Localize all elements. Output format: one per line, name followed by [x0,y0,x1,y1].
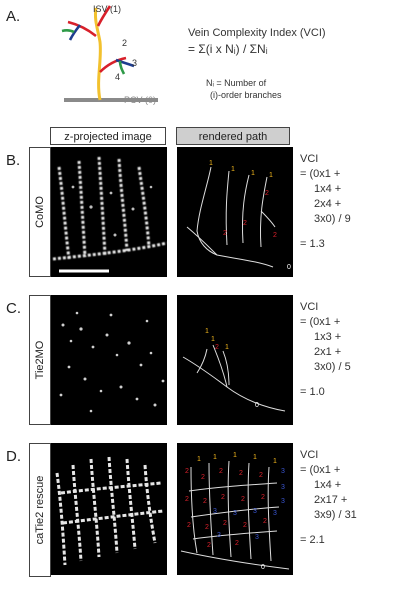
isv-line [94,7,102,101]
condition-text: CoMO [34,196,46,228]
order-mark: 1 [233,452,237,459]
order-mark: 0 [261,564,265,571]
order-mark: 3 [273,510,277,517]
order-mark: 2 [235,540,239,547]
pcv-label: PCV (0) [124,95,157,105]
order-mark: 2 [221,494,225,501]
order-mark: 2 [223,230,227,237]
order-mark: 3 [253,508,257,515]
order-mark: 3 [255,534,259,541]
order-mark: 2 [185,468,189,475]
order-mark: 2 [223,520,227,527]
vci-calculation-como: VCI = (0x1 + 1x4 + 2x4 + 3x0) / 9 = 1.3 [300,153,351,250]
panel-b-letter: B. [6,152,21,169]
order-mark: 1 [197,456,201,463]
order-mark: 1 [209,160,213,167]
rendered-path-tie2mo: 1 1 1 2 0 [177,295,293,425]
order3-branch [68,24,82,41]
order-mark: 2 [185,496,189,503]
order-mark: 1 [273,458,277,465]
order-mark: 1 [225,344,229,351]
isv-label: ISV (1) [93,4,122,14]
order-mark: 2 [261,494,265,501]
legend-line-2: (i)-order branches [210,90,282,100]
order-mark: 2 [201,474,205,481]
order-mark: 1 [213,454,217,461]
order-mark: 2 [219,468,223,475]
order-mark: 1 [269,172,273,179]
order-mark: 2 [187,522,191,529]
condition-label-como: CoMO [29,147,51,277]
order-mark: 1 [231,166,235,173]
order-mark: 3 [217,532,221,539]
order-mark: 2 [259,472,263,479]
order-3-label: 3 [132,58,138,68]
condition-text: caTie2 rescue [34,475,46,545]
vci-calculation-tie2mo: VCI = (0x1 + 1x3 + 2x1 + 3x0) / 5 = 1.0 [300,301,351,398]
panel-d-letter: D. [6,448,21,465]
condition-text: Tie2MO [34,340,46,380]
order-mark: 2 [243,220,247,227]
z-projected-image-tie2mo [51,295,167,425]
condition-label-tie2mo: Tie2MO [29,295,51,425]
vein-schematic [61,5,158,102]
order-mark: 0 [287,264,291,271]
order-mark: 2 [215,344,219,351]
order-mark: 2 [243,522,247,529]
order-mark: 3 [281,484,285,491]
order-mark: 2 [265,190,269,197]
order-mark: 1 [211,336,215,343]
vci-title: Vein Complexity Index (VCI) [188,27,326,39]
panel-a-letter: A. [6,8,21,25]
order-mark: 1 [253,454,257,461]
order-mark: 2 [207,542,211,549]
vci-formula: = Σ(i x Nᵢ) / ΣNᵢ [188,42,268,56]
panel-c-letter: C. [6,300,21,317]
order-mark: 2 [203,498,207,505]
order2-branch [99,56,127,73]
order2-branch [67,20,97,38]
z-projected-image-como [51,147,167,277]
order4-branch [61,29,75,34]
order-mark: 3 [281,468,285,475]
order-mark: 1 [251,170,255,177]
order4-branch [118,60,126,75]
condition-label-catie2-rescue: caTie2 rescue [29,443,51,577]
order-mark: 2 [263,518,267,525]
order-mark: 2 [205,524,209,531]
order-mark: 0 [255,402,259,409]
order-2-label: 2 [122,38,128,48]
order3-branch [115,58,135,68]
header-rendered-path: rendered path [176,127,290,145]
order-4-label: 4 [115,72,121,82]
legend-line-1: Nᵢ = Number of [206,78,267,88]
order-mark: 3 [233,510,237,517]
header-z-projected: z-projected image [50,127,166,145]
rendered-path-catie2-rescue: 1 1 1 1 1 2 2 2 2 2 2 2 2 2 2 2 2 2 2 2 … [177,443,293,575]
vci-calculation-catie2-rescue: VCI = (0x1 + 1x4 + 2x17 + 3x9) / 31 = 2.… [300,449,357,546]
order-mark: 2 [273,232,277,239]
order-mark: 2 [241,496,245,503]
z-projected-image-catie2-rescue [51,443,167,575]
rendered-path-como: 1 1 1 1 2 2 2 2 0 [177,147,293,277]
order-mark: 2 [239,470,243,477]
order-mark: 3 [281,498,285,505]
order-mark: 3 [213,508,217,515]
order2-branch [96,5,112,27]
order-mark: 1 [205,328,209,335]
